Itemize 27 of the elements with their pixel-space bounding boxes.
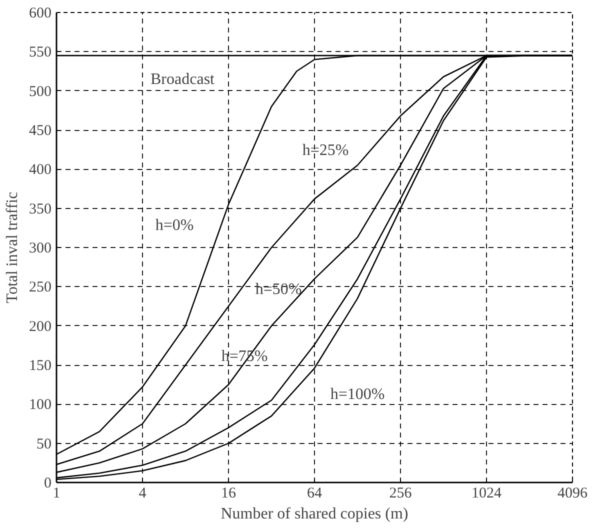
annotation: h=100% [330,386,385,403]
y-tick-label: 500 [29,84,52,100]
x-tick-label: 1024 [472,486,502,502]
annotation: h=0% [155,217,194,234]
x-tick-label: 1 [52,486,60,502]
x-axis-title: Number of shared copies (m) [220,506,408,522]
x-tick-label: 64 [307,486,322,502]
y-tick-label: 400 [29,162,52,178]
x-tick-label: 4096 [558,486,588,502]
y-tick-label: 600 [29,6,52,22]
y-tick-label: 0 [44,476,52,492]
annotation: h=50% [255,281,302,298]
y-axis-title: Total inval traffic [4,192,21,304]
y-tick-label: 100 [29,397,52,414]
y-tick-label: 50 [36,436,52,452]
x-tick-label: 256 [389,486,412,502]
y-tick-label: 150 [29,358,52,374]
y-tick-label: 550 [29,44,52,61]
y-tick-label: 200 [29,318,52,335]
annotation: Broadcast [150,71,216,88]
x-tick-label: 16 [221,486,236,502]
y-tick-label: 250 [29,280,52,296]
y-tick-label: 350 [29,201,52,218]
y-tick-label: 300 [29,240,52,256]
annotation: h=25% [302,142,349,159]
y-tick-label: 450 [29,123,52,139]
x-tick-label: 4 [138,486,147,502]
